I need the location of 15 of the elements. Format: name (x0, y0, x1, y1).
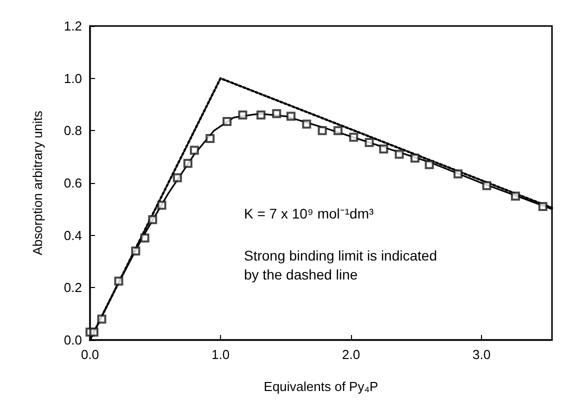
x-tick-label: 3.0 (472, 347, 491, 362)
annotation: K = 7 x 10⁹ mol⁻¹dm³ (244, 206, 374, 222)
x-tick-label: 0.0 (80, 347, 100, 362)
y-tick-label: 0.0 (64, 332, 82, 348)
y-axis-title: Absorption arbitrary units (30, 110, 45, 256)
y-tick-label: 0.2 (64, 280, 82, 296)
y-tick-label: 1.0 (64, 70, 82, 86)
x-axis-title: Equivalents of Py₄P (264, 379, 378, 394)
y-tick-label: 0.6 (64, 176, 82, 190)
y-tick-label: 1.2 (64, 18, 82, 34)
y-tick-label: 0.4 (64, 228, 82, 243)
x-tick-label: 2.0 (342, 347, 360, 362)
annotation: Strong binding limit is indicated by the dashed line (244, 248, 437, 282)
y-tick-label: 0.8 (64, 123, 82, 138)
x-tick-label: 1.0 (211, 347, 230, 362)
